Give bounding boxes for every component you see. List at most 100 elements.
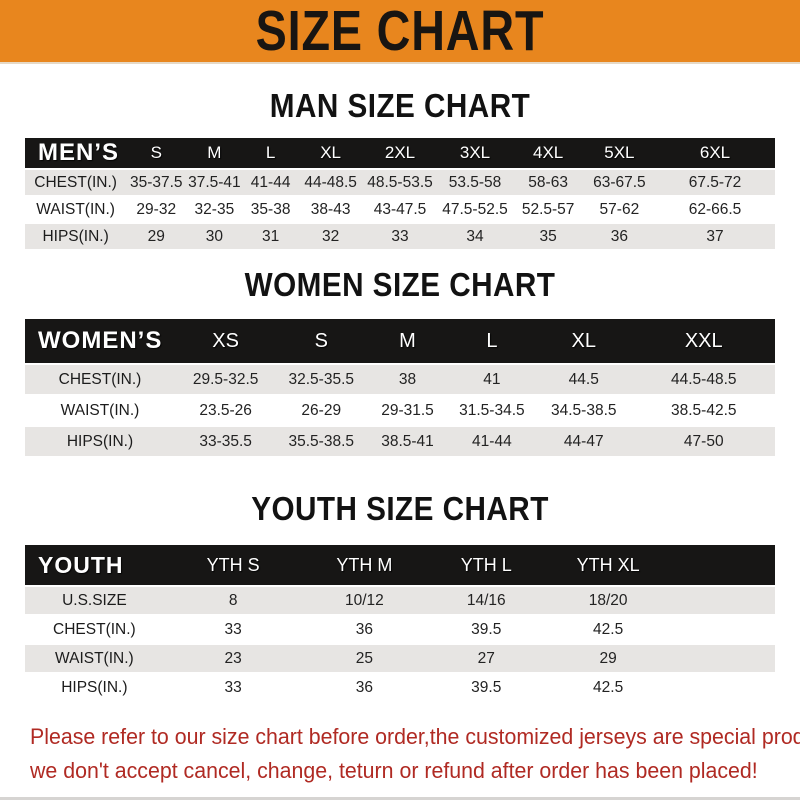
youth-column-header: YTH M [302, 545, 427, 585]
men-column-header: S [126, 138, 187, 168]
youth-corner-label: YOUTH [25, 545, 164, 585]
youth-row-label: HIPS(IN.) [25, 674, 164, 701]
youth-size-cell: 39.5 [426, 616, 547, 643]
men-size-cell: 44-48.5 [298, 170, 363, 195]
youth-row-label: CHEST(IN.) [25, 616, 164, 643]
youth-size-cell: 36 [302, 674, 427, 701]
men-size-cell: 36 [583, 224, 655, 249]
men-size-cell: 53.5-58 [437, 170, 513, 195]
women-row-label: CHEST(IN.) [25, 365, 175, 394]
men-column-header: XL [298, 138, 363, 168]
women-size-cell: 44-47 [535, 427, 633, 456]
men-column-header: 4XL [512, 138, 584, 168]
women-size-cell: 44.5 [535, 365, 633, 394]
men-size-cell: 63-67.5 [583, 170, 655, 195]
youth-size-cell: 25 [302, 645, 427, 672]
youth-table-row: CHEST(IN.) 33 36 39.5 42.5 [25, 616, 775, 643]
disclaimer-line-1: Please refer to our size chart before or… [30, 724, 800, 749]
women-size-cell: 34.5-38.5 [535, 396, 633, 425]
men-size-cell: 38-43 [298, 197, 363, 222]
youth-size-cell: 42.5 [546, 674, 670, 701]
men-size-cell: 32-35 [186, 197, 243, 222]
youth-size-cell: 27 [426, 645, 547, 672]
women-size-cell: 29-31.5 [366, 396, 449, 425]
disclaimer-note: Please refer to our size chart before or… [30, 720, 800, 787]
men-row-label: WAIST(IN.) [25, 197, 127, 222]
youth-cell-filler [670, 587, 775, 614]
men-size-cell: 29 [126, 224, 187, 249]
women-table-row: HIPS(IN.) 33-35.5 35.5-38.5 38.5-41 41-44 44-… [25, 427, 775, 456]
youth-size-cell: 39.5 [426, 674, 547, 701]
women-column-header: M [366, 319, 449, 363]
men-size-cell: 43-47.5 [362, 197, 438, 222]
men-column-header: 3XL [437, 138, 513, 168]
men-size-cell: 33 [362, 224, 438, 249]
women-size-cell: 31.5-34.5 [448, 396, 535, 425]
men-size-cell: 37.5-41 [186, 170, 243, 195]
women-size-cell: 38.5-41 [366, 427, 449, 456]
men-size-cell: 35 [512, 224, 584, 249]
men-column-header: L [242, 138, 299, 168]
youth-size-cell: 18/20 [546, 587, 670, 614]
youth-row-label: U.S.SIZE [25, 587, 164, 614]
youth-cell-filler [670, 674, 775, 701]
youth-size-cell: 14/16 [426, 587, 547, 614]
women-table-row: WAIST(IN.) 23.5-26 26-29 29-31.5 31.5-34.5 34… [25, 396, 775, 425]
men-size-cell: 37 [655, 224, 775, 249]
men-header-row: MEN’S S M L XL 2XL 3XL 4XL 5XL 6XL [25, 138, 775, 168]
women-size-cell: 29.5-32.5 [175, 365, 277, 394]
men-size-cell: 57-62 [583, 197, 655, 222]
men-size-cell: 29-32 [126, 197, 187, 222]
youth-column-header: YTH S [163, 545, 303, 585]
banner-title: SIZE CHART [255, 0, 545, 63]
men-corner-label: MEN’S [25, 138, 127, 168]
women-column-header: L [448, 319, 535, 363]
youth-cell-filler [670, 645, 775, 672]
women-column-header: XXL [632, 319, 775, 363]
women-size-cell: 44.5-48.5 [632, 365, 775, 394]
youth-table-row: HIPS(IN.) 33 36 39.5 42.5 [25, 674, 775, 701]
youth-size-cell: 36 [302, 616, 427, 643]
men-size-cell: 30 [186, 224, 243, 249]
men-size-cell: 62-66.5 [655, 197, 775, 222]
men-size-cell: 47.5-52.5 [437, 197, 513, 222]
men-column-header: 6XL [655, 138, 775, 168]
youth-size-table: YOUTH YTH S YTH M YTH L YTH XL U.S.SIZE 8 10/12… [25, 543, 775, 703]
men-size-table: MEN’S S M L XL 2XL 3XL 4XL 5XL 6XL CHEST(IN.) 35-37… [25, 136, 775, 251]
men-row-label: CHEST(IN.) [25, 170, 127, 195]
men-row-label: HIPS(IN.) [25, 224, 127, 249]
youth-size-cell: 42.5 [546, 616, 670, 643]
men-size-cell: 41-44 [242, 170, 299, 195]
women-column-header: S [276, 319, 367, 363]
men-table-row: CHEST(IN.) 35-37.5 37.5-41 41-44 44-48.5 48.5… [25, 170, 775, 195]
men-size-cell: 31 [242, 224, 299, 249]
youth-column-header: YTH L [426, 545, 547, 585]
women-column-header: XS [175, 319, 277, 363]
men-size-cell: 58-63 [512, 170, 584, 195]
women-size-cell: 32.5-35.5 [276, 365, 367, 394]
youth-size-cell: 33 [163, 616, 303, 643]
youth-size-cell: 29 [546, 645, 670, 672]
men-table-row: HIPS(IN.) 29 30 31 32 33 34 35 36 37 [25, 224, 775, 249]
women-size-cell: 47-50 [632, 427, 775, 456]
women-size-cell: 23.5-26 [175, 396, 277, 425]
men-column-header: 2XL [362, 138, 438, 168]
men-size-cell: 35-38 [242, 197, 299, 222]
men-table-row: WAIST(IN.) 29-32 32-35 35-38 38-43 43-47.5 47.… [25, 197, 775, 222]
women-size-cell: 26-29 [276, 396, 367, 425]
bottom-edge-divider [0, 797, 800, 800]
youth-table-row: U.S.SIZE 8 10/12 14/16 18/20 [25, 587, 775, 614]
women-size-cell: 41-44 [448, 427, 535, 456]
youth-section-heading: YOUTH SIZE CHART [251, 490, 549, 527]
youth-size-cell: 8 [163, 587, 303, 614]
men-section-heading: MAN SIZE CHART [269, 87, 531, 124]
disclaimer-line-2: we don't accept cancel, change, teturn o… [30, 757, 758, 783]
youth-size-cell: 10/12 [302, 587, 427, 614]
women-row-label: HIPS(IN.) [25, 427, 175, 456]
women-size-table: WOMEN’S XS S M L XL XXL CHEST(IN.) 29.5-32.5 32.5… [25, 317, 775, 458]
men-column-header: M [186, 138, 243, 168]
women-row-label: WAIST(IN.) [25, 396, 175, 425]
youth-cell-filler [670, 616, 775, 643]
youth-header-filler [670, 545, 775, 585]
size-chart-banner: SIZE CHART [0, 0, 800, 64]
